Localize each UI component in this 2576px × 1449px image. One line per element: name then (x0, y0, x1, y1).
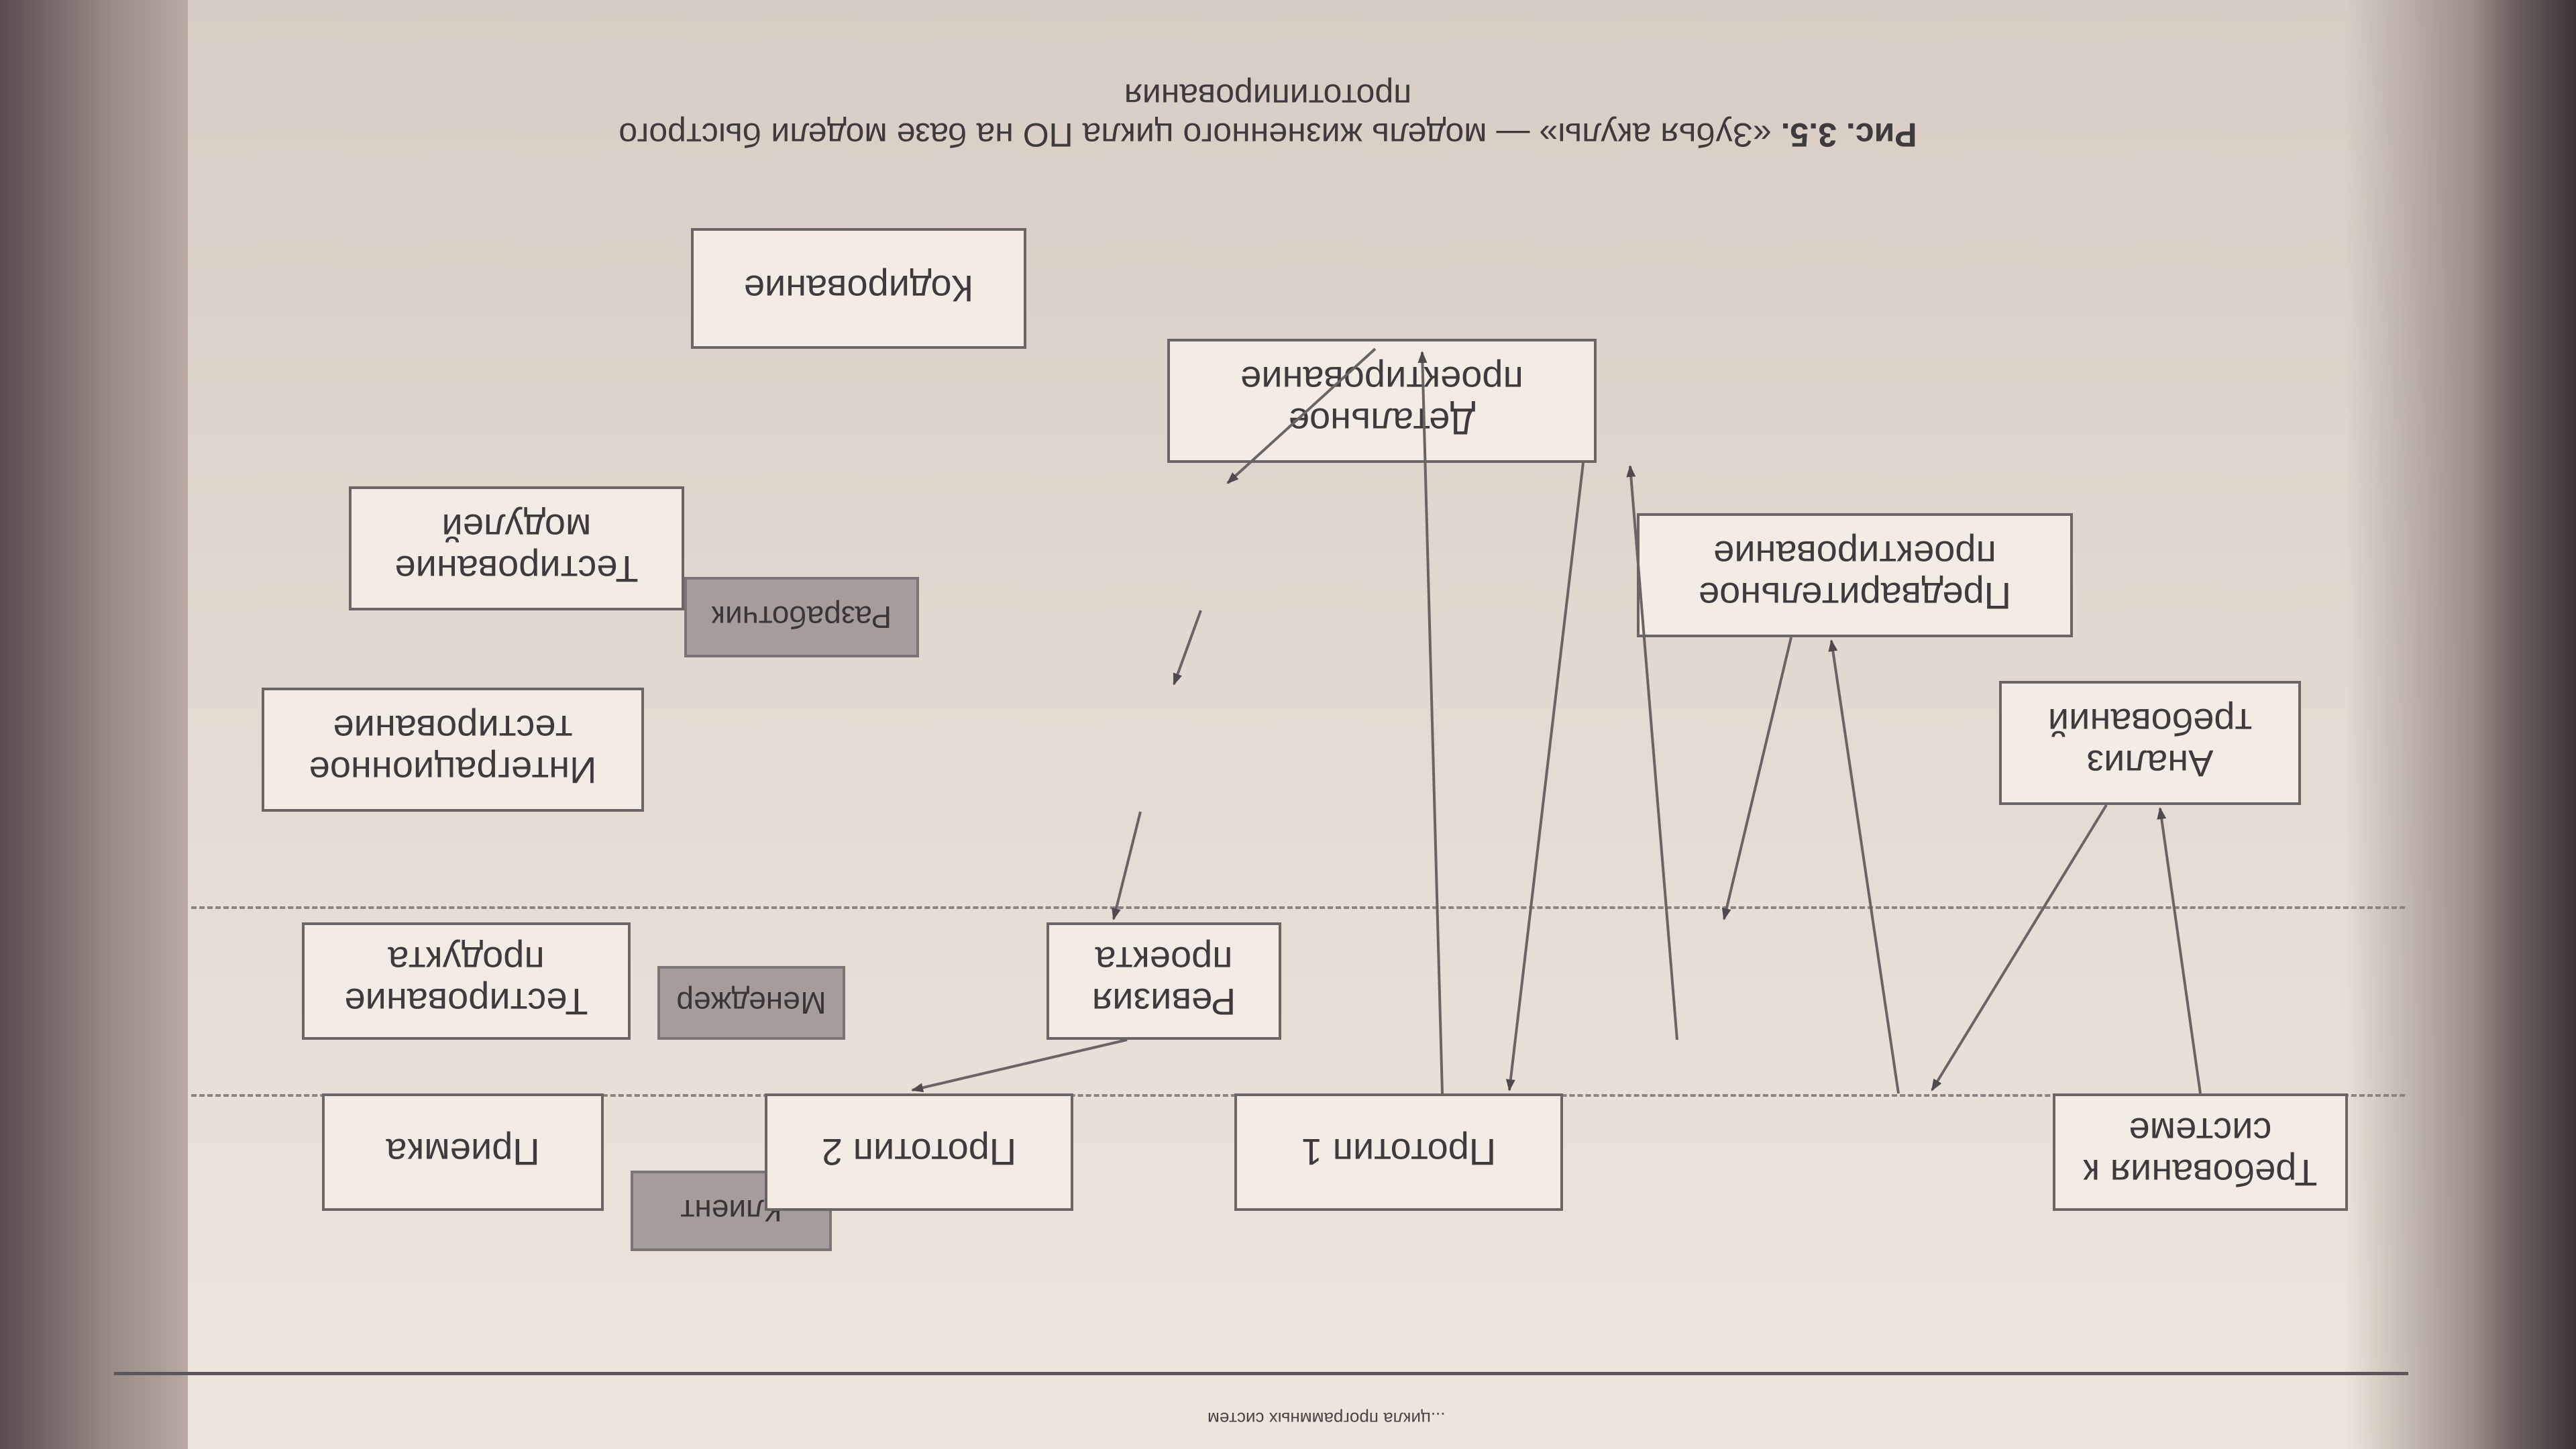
arrow-prelim-to-review (1721, 637, 1792, 920)
arrow-module-to-integration (1173, 610, 1202, 686)
arrow-prototype2-to-coding (1417, 351, 1444, 1094)
arrow-requirements-to-analysis (2157, 807, 2202, 1094)
arrow-analysis-to-prototype1 (1931, 804, 2108, 1091)
arrow-review-to-detail (1626, 465, 1678, 1040)
figure-label: Рис. 3.5. (1780, 116, 1917, 154)
arrow-product-to-acceptance (911, 1038, 1128, 1093)
figure-caption-line-1: Рис. 3.5. «Зубья акулы» — модель жизненн… (496, 77, 2039, 154)
arrow-integration-to-product (1112, 811, 1142, 920)
arrow-prototype1-to-prelim (1828, 639, 1900, 1094)
arrow-detail-to-prototype2 (1505, 462, 1585, 1091)
arrow-coding-to-module-testing (1226, 347, 1377, 484)
